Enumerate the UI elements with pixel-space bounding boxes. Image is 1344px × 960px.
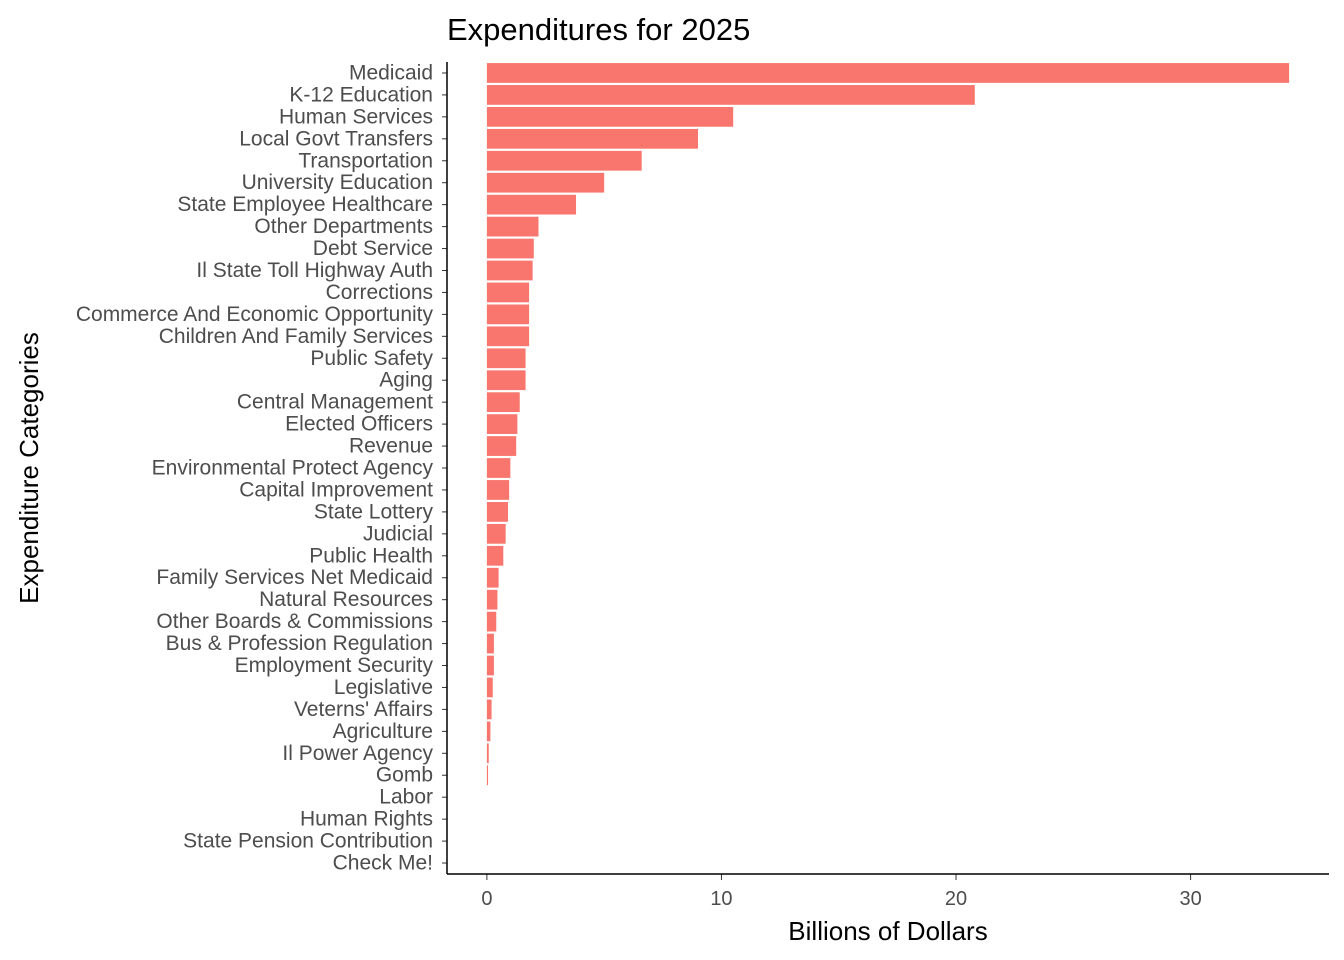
x-tick-label: 20 bbox=[945, 888, 967, 910]
bar bbox=[486, 238, 534, 259]
bar bbox=[486, 677, 493, 698]
category-label: Central Management bbox=[237, 391, 433, 414]
category-label: Elected Officers bbox=[285, 413, 433, 436]
category-label: Children And Family Services bbox=[159, 325, 433, 348]
x-tick-label: 0 bbox=[481, 888, 492, 910]
chart-title: Expenditures for 2025 bbox=[447, 12, 750, 47]
bar bbox=[486, 743, 489, 764]
category-label: Gomb bbox=[376, 764, 433, 787]
bar bbox=[486, 502, 508, 522]
bar bbox=[486, 216, 539, 237]
category-label: Bus & Profession Regulation bbox=[166, 632, 433, 655]
category-label: Agriculture bbox=[333, 720, 433, 743]
category-label: Human Services bbox=[279, 105, 433, 128]
category-label: State Lottery bbox=[314, 500, 434, 523]
bar bbox=[486, 589, 498, 610]
bar bbox=[486, 194, 577, 215]
category-label: Employment Security bbox=[235, 654, 434, 677]
category-label: Public Health bbox=[309, 544, 433, 567]
bar bbox=[486, 633, 494, 654]
bar bbox=[486, 85, 975, 105]
bar bbox=[486, 370, 526, 391]
bar bbox=[486, 765, 489, 786]
bar bbox=[486, 282, 530, 303]
category-label: State Employee Healthcare bbox=[177, 193, 433, 216]
category-label: Public Safety bbox=[310, 347, 433, 370]
x-axis-ticks: 0 10 20 30 bbox=[481, 874, 1202, 910]
category-label: Aging bbox=[379, 369, 433, 392]
category-label: Labor bbox=[379, 786, 433, 809]
category-label: Veterns' Affairs bbox=[294, 698, 433, 721]
category-label: Il State Toll Highway Auth bbox=[196, 259, 433, 282]
category-label: Commerce And Economic Opportunity bbox=[76, 303, 434, 326]
x-tick-label: 10 bbox=[710, 888, 732, 910]
x-tick-label: 30 bbox=[1179, 888, 1201, 910]
bar bbox=[486, 348, 526, 369]
category-label: University Education bbox=[242, 171, 433, 194]
x-axis-title: Billions of Dollars bbox=[788, 916, 987, 946]
bar bbox=[486, 480, 510, 500]
bar bbox=[486, 392, 520, 413]
bar bbox=[486, 414, 518, 434]
bar bbox=[486, 523, 506, 544]
bar bbox=[486, 150, 642, 171]
category-label: Local Govt Transfers bbox=[239, 127, 433, 150]
bar bbox=[486, 304, 530, 325]
bar bbox=[486, 128, 698, 149]
bar bbox=[486, 611, 497, 632]
bar bbox=[486, 721, 491, 742]
bar bbox=[486, 106, 734, 127]
category-label: Judicial bbox=[363, 522, 433, 545]
category-label: Transportation bbox=[298, 149, 433, 172]
bar bbox=[486, 699, 492, 720]
bar bbox=[486, 545, 504, 566]
category-label: Check Me! bbox=[333, 852, 433, 875]
category-label: K-12 Education bbox=[289, 83, 433, 106]
category-label: Capital Improvement bbox=[239, 478, 433, 501]
category-label: Family Services Net Medicaid bbox=[156, 566, 433, 589]
category-label: Revenue bbox=[349, 435, 433, 458]
category-label: Environmental Protect Agency bbox=[152, 457, 434, 480]
category-label: Natural Resources bbox=[259, 588, 433, 611]
category-label: Corrections bbox=[326, 281, 433, 304]
category-label: Legislative bbox=[334, 676, 433, 699]
bar bbox=[486, 326, 530, 347]
bars-group bbox=[486, 63, 1290, 786]
category-label: Other Boards & Commissions bbox=[156, 610, 433, 633]
category-label: Il Power Agency bbox=[282, 742, 433, 765]
category-label: State Pension Contribution bbox=[183, 830, 433, 853]
bar bbox=[486, 567, 499, 588]
category-label: Other Departments bbox=[254, 215, 433, 238]
y-axis-title: Expenditure Categories bbox=[14, 332, 44, 604]
bar bbox=[486, 458, 511, 478]
bar bbox=[486, 63, 1290, 83]
category-label: Medicaid bbox=[349, 61, 433, 84]
bar bbox=[486, 436, 517, 456]
bar bbox=[486, 172, 605, 193]
bar bbox=[486, 260, 533, 281]
category-label: Debt Service bbox=[313, 237, 433, 260]
category-label: Human Rights bbox=[300, 808, 433, 831]
bar bbox=[486, 655, 494, 676]
